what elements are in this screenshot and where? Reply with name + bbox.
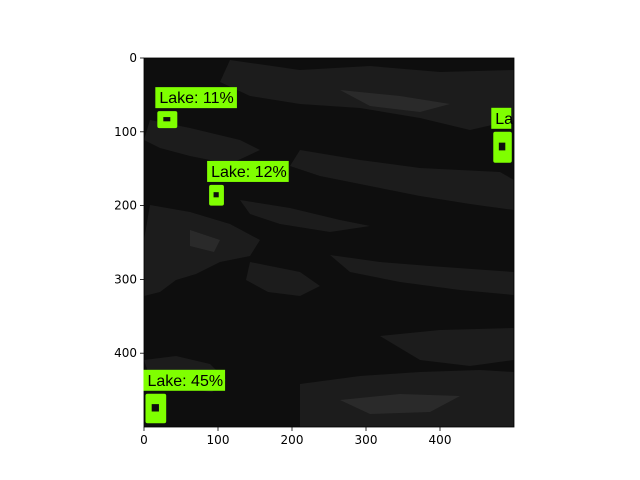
lake-pixels <box>213 192 219 198</box>
y-tick-label: 100 <box>114 125 137 139</box>
x-tick-label: 200 <box>281 433 304 447</box>
detection-label-box <box>143 369 226 391</box>
detection-label-box <box>491 107 512 129</box>
detection-label: Lake: 12% <box>211 164 287 181</box>
detection-label: Lake: 45% <box>147 373 223 390</box>
detection-label-box <box>155 87 237 109</box>
y-tick-label: 0 <box>129 51 137 65</box>
x-tick-label: 300 <box>355 433 378 447</box>
x-tick-label: 400 <box>429 433 452 447</box>
y-tick-label: 200 <box>114 199 137 213</box>
lake-pixels <box>151 404 159 412</box>
detection-label: Lake: 11% <box>159 90 233 107</box>
x-axis: 0 100 200 300 400 <box>140 427 451 447</box>
terrain-highlights <box>190 90 460 414</box>
x-tick-label: 100 <box>207 433 230 447</box>
satellite-image <box>144 58 514 427</box>
detection-label-box <box>207 160 289 182</box>
y-tick-label: 300 <box>114 272 137 286</box>
lake-pixels <box>163 117 171 122</box>
detection-label: La <box>495 111 513 128</box>
x-tick-label: 0 <box>140 433 148 447</box>
detections: Lake: 11% Lake: 12% Lake: 45% La <box>143 87 513 424</box>
y-tick-label: 400 <box>114 346 137 360</box>
detection-3: La <box>491 107 513 163</box>
detection-1: Lake: 12% <box>207 160 289 206</box>
detection-0: Lake: 11% <box>155 87 237 129</box>
detection-2: Lake: 45% <box>143 369 226 424</box>
lake-pixels <box>498 142 506 151</box>
y-axis: 0 100 200 300 400 <box>114 51 144 360</box>
axes-frame <box>143 57 515 428</box>
